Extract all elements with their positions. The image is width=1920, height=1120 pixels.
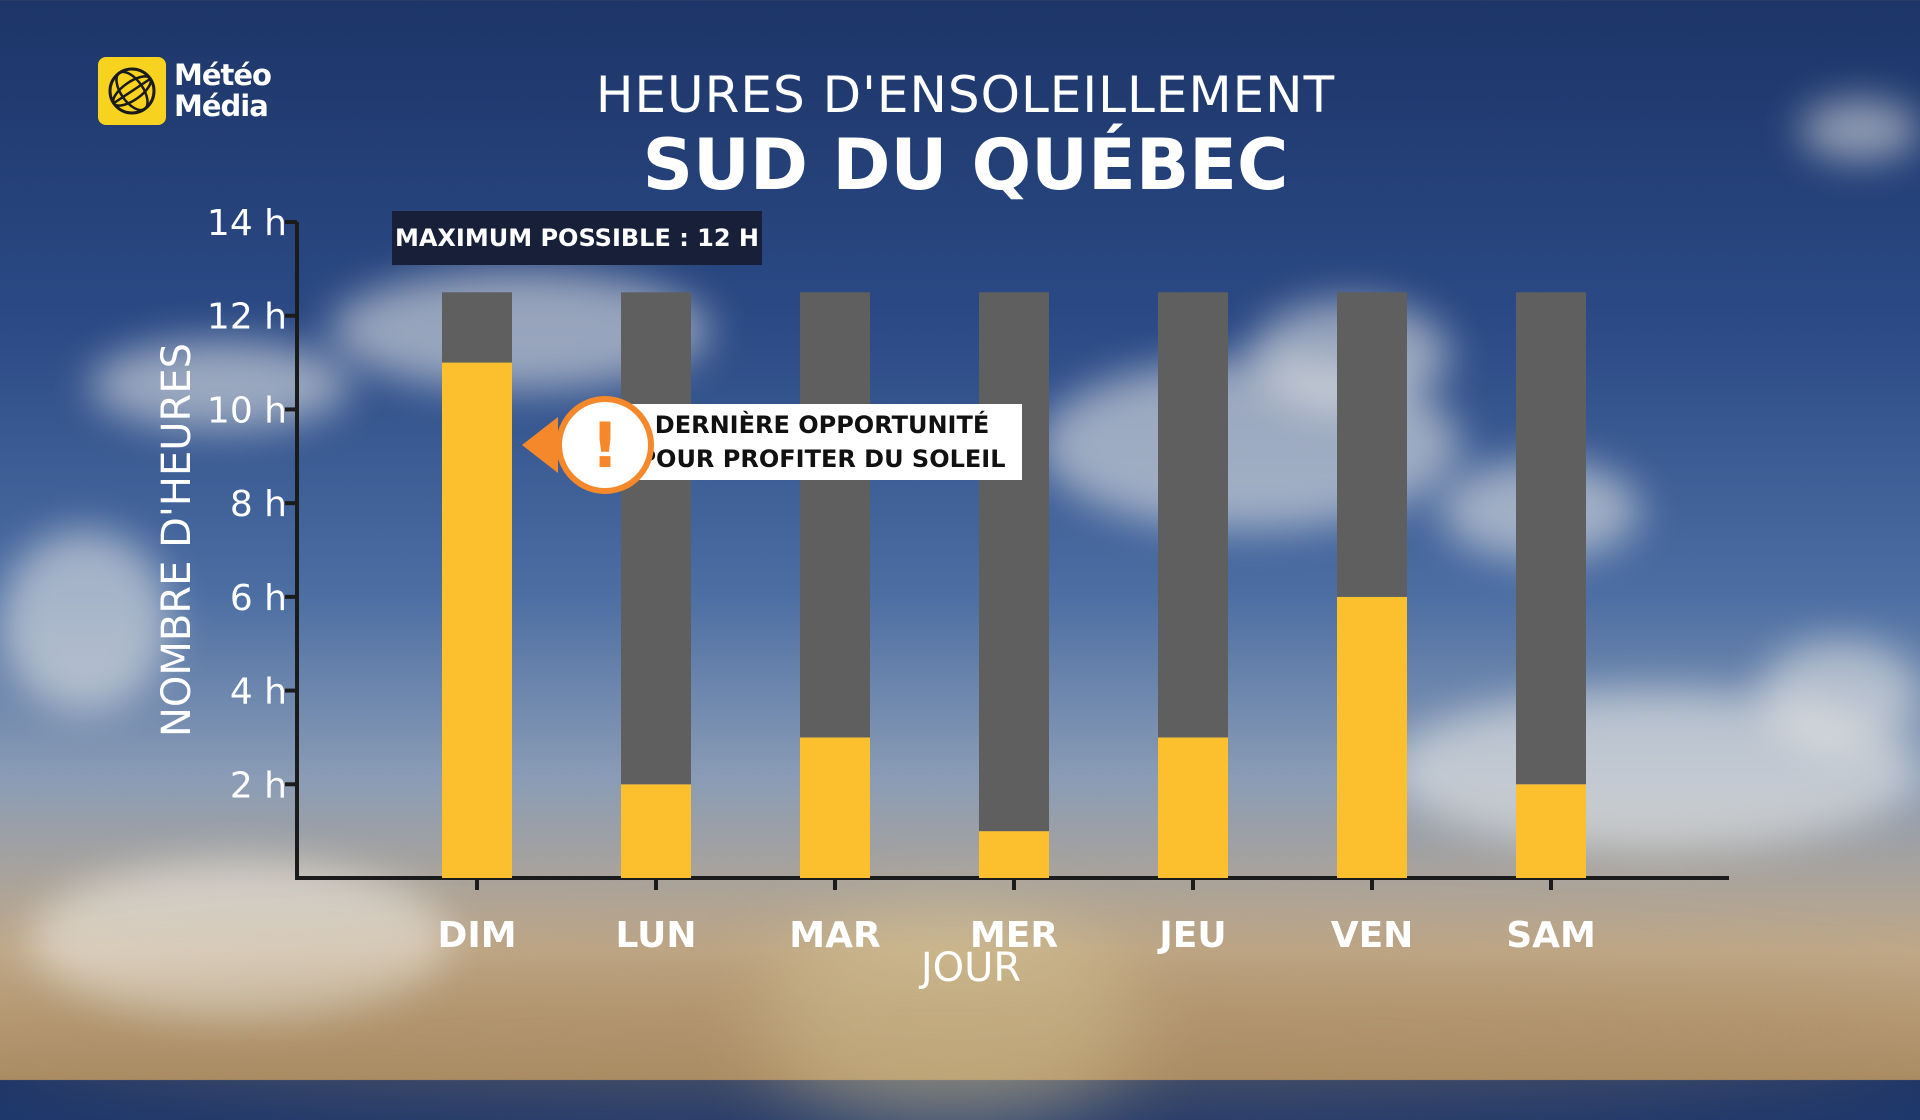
globe-icon bbox=[98, 57, 166, 125]
bar-sunshine bbox=[979, 831, 1049, 878]
bar-remaining bbox=[1158, 292, 1228, 738]
y-tick-label: 4 h bbox=[230, 672, 287, 713]
callout-line-2: POUR PROFITER DU SOLEIL bbox=[638, 445, 1006, 473]
bar-remaining bbox=[621, 292, 691, 785]
bar-remaining bbox=[1337, 292, 1407, 597]
bar-remaining bbox=[800, 292, 870, 738]
meteomedia-logo: Météo Média bbox=[98, 57, 272, 125]
bar-sunshine bbox=[442, 362, 512, 879]
bar-remaining bbox=[442, 292, 512, 363]
x-tick-label: JEU bbox=[1156, 915, 1226, 956]
y-tick-label: 6 h bbox=[230, 578, 287, 619]
bar-remaining bbox=[1516, 292, 1586, 785]
y-tick-label: 8 h bbox=[230, 484, 287, 525]
x-tick-label: SAM bbox=[1506, 915, 1596, 956]
callout-line-1: DERNIÈRE OPPORTUNITÉ bbox=[654, 411, 990, 439]
bar-sunshine bbox=[800, 737, 870, 878]
maximum-possible-badge: MAXIMUM POSSIBLE : 12 H bbox=[392, 211, 762, 265]
y-tick-label: 14 h bbox=[207, 203, 287, 244]
bar-sunshine bbox=[1337, 596, 1407, 878]
y-tick-label: 12 h bbox=[207, 297, 287, 338]
bar-remaining bbox=[979, 292, 1049, 832]
chart-subtitle: HEURES D'ENSOLEILLEMENT bbox=[595, 66, 1336, 124]
logo-line-1: Météo bbox=[174, 58, 272, 92]
y-axis-title: NOMBRE D'HEURES bbox=[154, 343, 200, 737]
x-tick-label: LUN bbox=[615, 915, 696, 956]
bar-sunshine bbox=[621, 784, 691, 878]
x-tick-label: MER bbox=[970, 915, 1058, 956]
callout-annotation: DERNIÈRE OPPORTUNITÉ POUR PROFITER DU SO… bbox=[522, 396, 1022, 494]
x-tick-label: MAR bbox=[789, 915, 880, 956]
exclamation-icon: ! bbox=[556, 396, 654, 494]
bar-sunshine bbox=[1158, 737, 1228, 878]
y-tick-label: 2 h bbox=[230, 765, 287, 806]
callout-arrow bbox=[522, 417, 558, 473]
sunshine-bar-chart: 2 h 4 h 6 h 8 h 10 h 12 h 14 h DIM LUN MAR MER JEU V… bbox=[154, 203, 1729, 991]
bar-sunshine bbox=[1516, 784, 1586, 878]
logo-line-2: Média bbox=[174, 89, 269, 123]
y-tick-label: 10 h bbox=[207, 390, 287, 431]
x-axis-title: JOUR bbox=[918, 945, 1021, 991]
callout-box: DERNIÈRE OPPORTUNITÉ POUR PROFITER DU SO… bbox=[622, 404, 1022, 480]
chart-title: SUD DU QUÉBEC bbox=[642, 124, 1289, 206]
x-tick-label: VEN bbox=[1331, 915, 1414, 956]
x-tick-label: DIM bbox=[437, 915, 516, 956]
